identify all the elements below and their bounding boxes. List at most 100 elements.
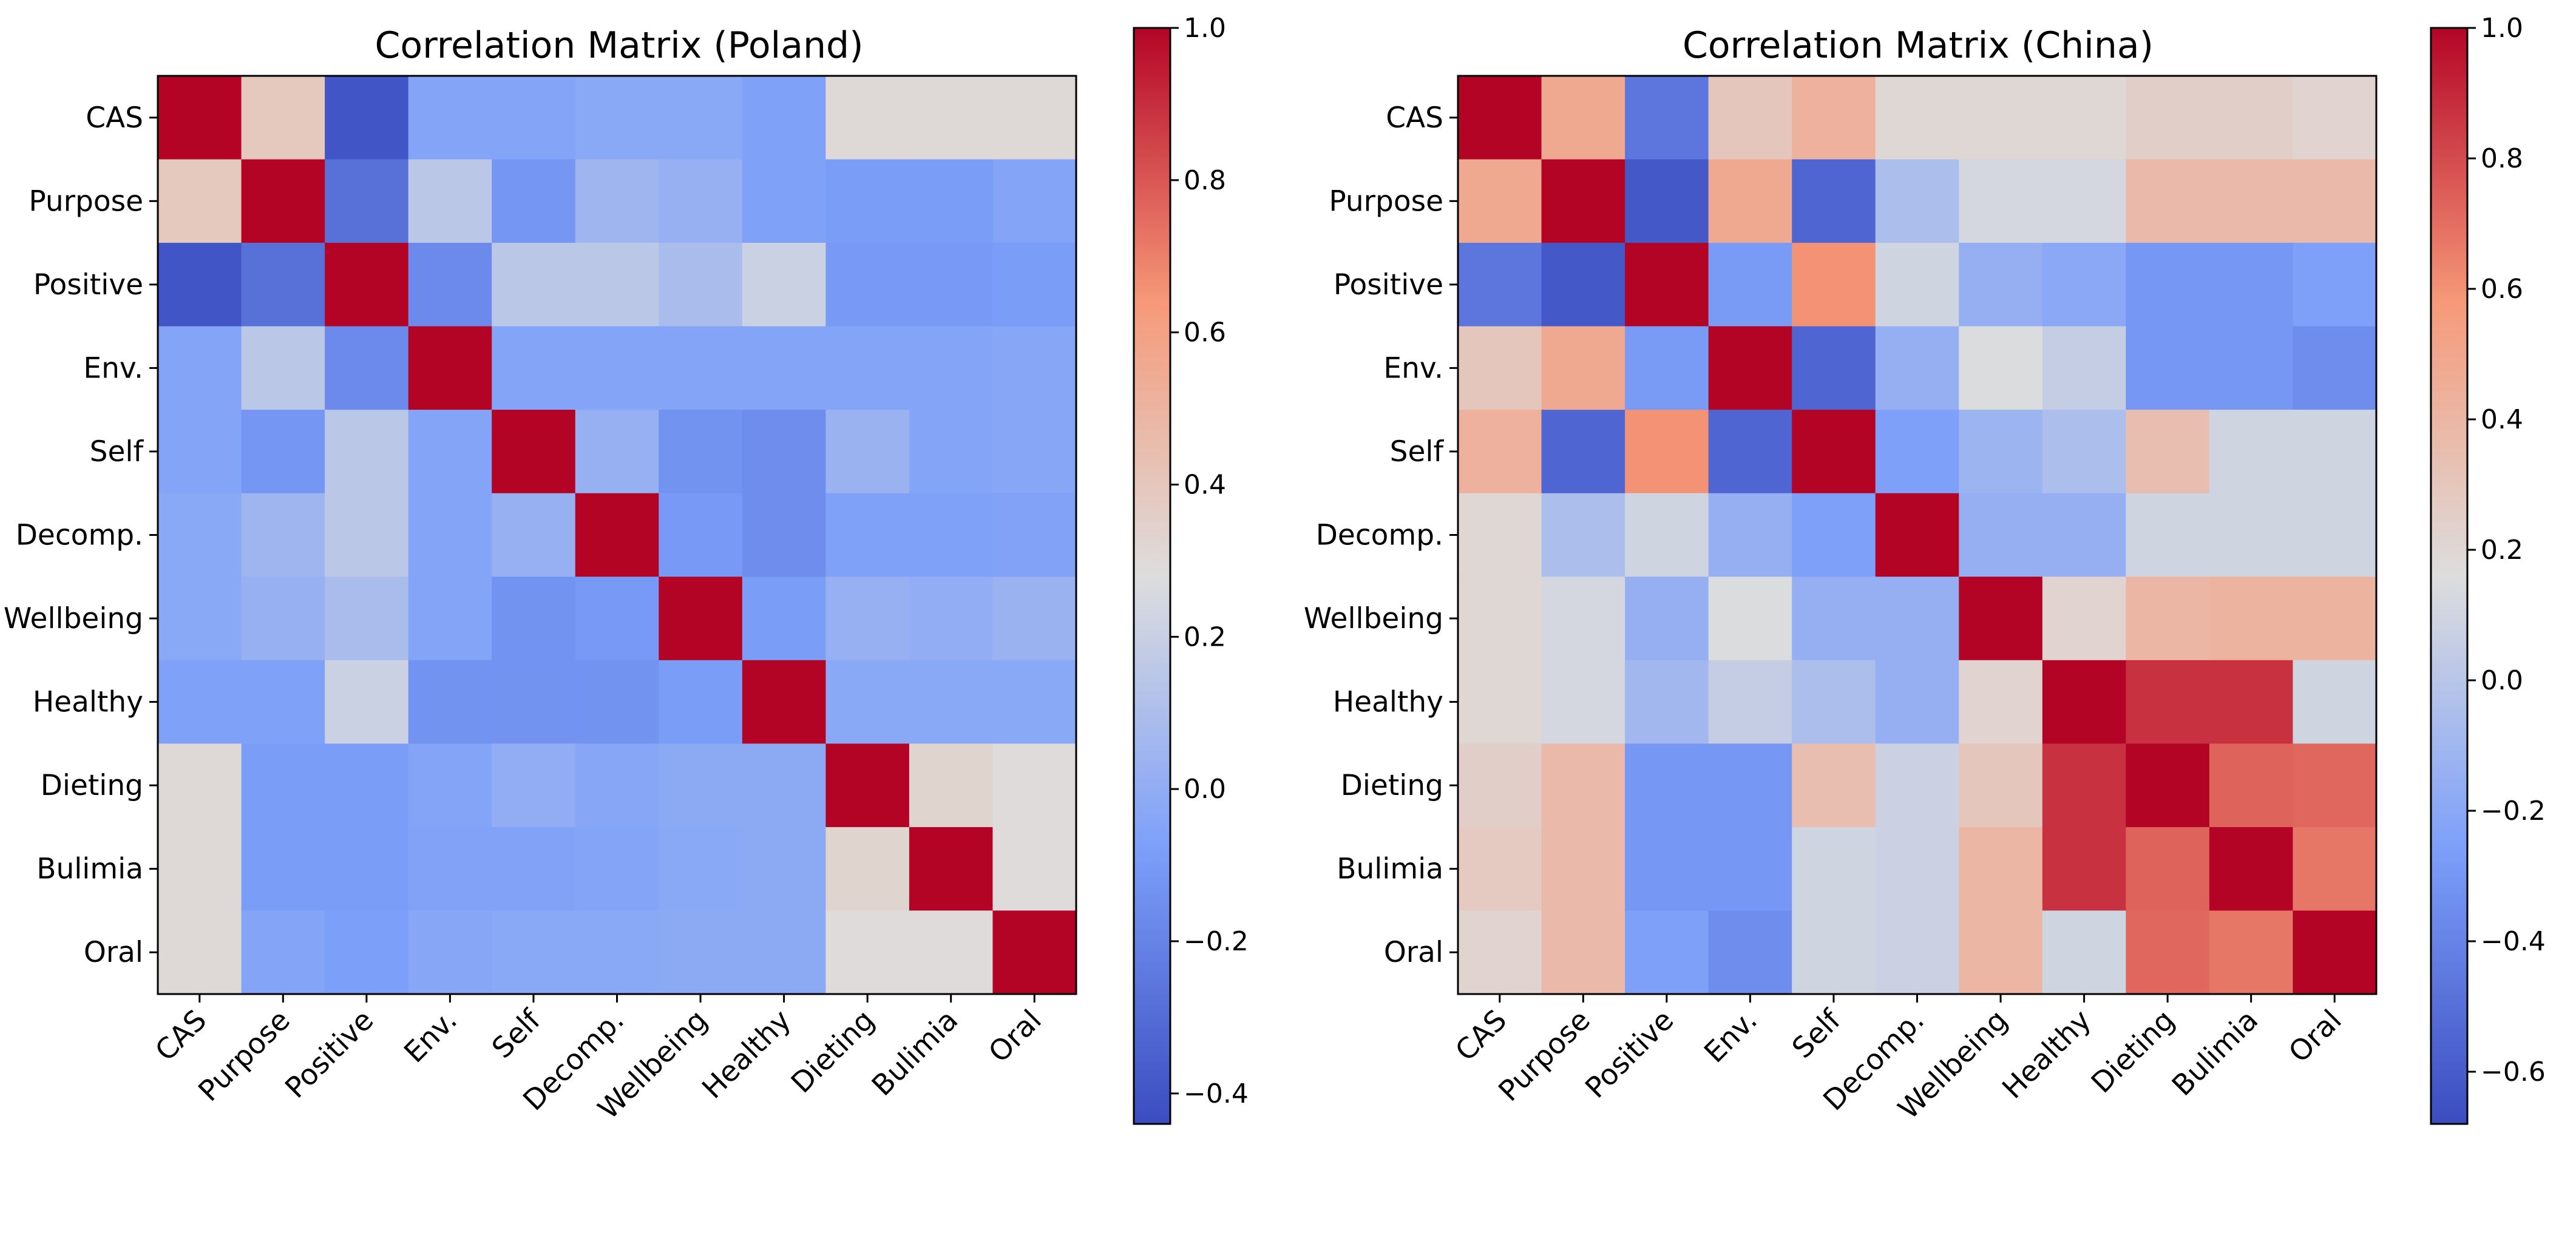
x-tick-label: Env. — [398, 1004, 464, 1070]
cell-0-1 — [1541, 76, 1625, 160]
x-tick-label: Dieting — [785, 1004, 881, 1100]
cell-0-0 — [1458, 76, 1542, 160]
cell-4-6 — [659, 410, 743, 494]
cell-2-2 — [1625, 243, 1709, 327]
cell-7-1 — [241, 660, 325, 744]
cell-5-0 — [1458, 493, 1542, 577]
y-tick-label: Self — [1390, 435, 1445, 468]
y-tick-label: Oral — [84, 936, 143, 969]
cell-10-1 — [1541, 910, 1625, 995]
cell-2-8 — [825, 243, 910, 327]
cell-5-8 — [825, 493, 910, 577]
cell-0-7 — [2042, 76, 2126, 160]
cell-3-0 — [158, 326, 242, 410]
cell-1-0 — [1458, 159, 1542, 243]
cell-5-5 — [1875, 493, 1959, 577]
cell-7-0 — [1458, 660, 1542, 744]
cell-9-5 — [1875, 827, 1959, 912]
cell-3-7 — [742, 326, 826, 410]
cell-3-9 — [909, 326, 994, 410]
cell-9-9 — [2209, 827, 2294, 912]
cell-2-10 — [992, 243, 1077, 327]
cell-2-5 — [1875, 243, 1959, 327]
y-tick-label: Bulimia — [1337, 853, 1443, 886]
cell-7-1 — [1541, 660, 1625, 744]
cell-2-4 — [492, 243, 576, 327]
cell-7-2 — [325, 660, 409, 744]
x-tick-label: Oral — [2282, 1004, 2348, 1069]
y-tick-label: Purpose — [1329, 184, 1443, 218]
cell-10-4 — [492, 910, 576, 995]
x-tick-label: Bulimia — [866, 1004, 964, 1103]
cell-2-5 — [575, 243, 659, 327]
x-tick-label: Healthy — [696, 1004, 798, 1106]
heatmap-cells — [1457, 75, 2378, 995]
cell-7-5 — [1875, 660, 1959, 744]
cell-5-2 — [325, 493, 409, 577]
cell-2-2 — [325, 243, 409, 327]
x-tick-label: Purpose — [192, 1004, 297, 1108]
cell-10-9 — [909, 910, 994, 995]
cell-8-2 — [325, 743, 409, 828]
cell-10-10 — [2293, 910, 2377, 995]
cell-5-3 — [1708, 493, 1792, 577]
china-correlation-chart: Correlation Matrix (China) CASPurposePos… — [1304, 13, 2546, 1126]
chart-title: Correlation Matrix (Poland) — [375, 24, 863, 67]
cell-5-3 — [408, 493, 492, 577]
cell-8-3 — [1708, 743, 1792, 828]
cell-1-9 — [909, 159, 994, 243]
cell-2-9 — [909, 243, 994, 327]
cell-6-3 — [408, 577, 492, 661]
y-tick-label: Decomp. — [16, 519, 143, 552]
cell-4-3 — [1708, 410, 1792, 494]
cell-9-7 — [2042, 827, 2126, 912]
cell-2-3 — [1708, 243, 1792, 327]
y-tick-label: Dieting — [41, 769, 143, 802]
cell-9-6 — [1959, 827, 2043, 912]
cell-0-3 — [408, 76, 492, 160]
cell-0-8 — [825, 76, 910, 160]
cell-4-8 — [825, 410, 910, 494]
cell-10-10 — [992, 910, 1077, 995]
y-tick-label: Dieting — [1341, 769, 1443, 802]
cell-2-1 — [241, 243, 325, 327]
cell-9-8 — [2126, 827, 2210, 912]
cell-1-8 — [2126, 159, 2210, 243]
cell-2-1 — [1541, 243, 1625, 327]
cell-6-8 — [2126, 577, 2210, 661]
cell-8-6 — [659, 743, 743, 828]
colorbar-tick-label: −0.4 — [1184, 1078, 1249, 1109]
cell-9-3 — [408, 827, 492, 912]
cell-10-3 — [408, 910, 492, 995]
y-tick-label: Purpose — [29, 184, 143, 218]
cell-2-0 — [158, 243, 242, 327]
cell-1-10 — [2293, 159, 2377, 243]
cell-9-3 — [1708, 827, 1792, 912]
cell-4-8 — [2126, 410, 2210, 494]
cell-5-1 — [241, 493, 325, 577]
x-tick-label: Healthy — [1996, 1004, 2098, 1106]
cell-7-3 — [1708, 660, 1792, 744]
cell-3-7 — [2042, 326, 2126, 410]
cell-8-9 — [2209, 743, 2294, 828]
colorbar: 1.0 0.8 0.6 0.4 0.2 0.0 −0.2 −0.4 −0.6 — [2430, 13, 2546, 1125]
cell-7-3 — [408, 660, 492, 744]
cell-4-6 — [1959, 410, 2043, 494]
cell-9-9 — [909, 827, 994, 912]
x-tick-label: Self — [486, 1003, 547, 1065]
cell-1-4 — [492, 159, 576, 243]
cell-2-9 — [2209, 243, 2294, 327]
cell-8-3 — [408, 743, 492, 828]
cell-9-1 — [241, 827, 325, 912]
cell-3-5 — [1875, 326, 1959, 410]
cell-5-6 — [659, 493, 743, 577]
cell-4-2 — [1625, 410, 1709, 494]
chart-title: Correlation Matrix (China) — [1683, 24, 2154, 67]
cell-7-4 — [1792, 660, 1876, 744]
x-tick-label: Bulimia — [2166, 1004, 2265, 1103]
cell-7-7 — [742, 660, 826, 744]
cell-4-0 — [1458, 410, 1542, 494]
cell-2-6 — [1959, 243, 2043, 327]
y-tick-label: Positive — [33, 268, 143, 302]
